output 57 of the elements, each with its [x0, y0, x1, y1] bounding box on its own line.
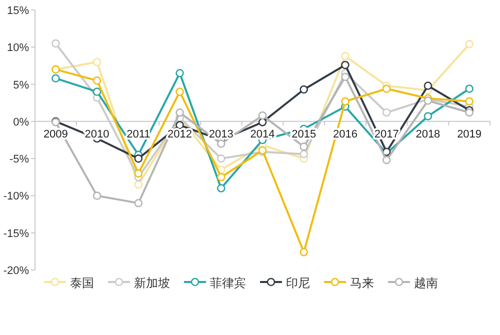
point	[92, 76, 102, 85]
point	[341, 52, 350, 60]
x-tick-label: 2018	[416, 128, 440, 140]
x-tick-label: 2012	[168, 128, 192, 140]
legend-label: 越南	[414, 276, 438, 290]
point	[92, 58, 102, 66]
y-tick-label: 5%	[13, 79, 30, 92]
y-tick-label: -10%	[3, 190, 30, 203]
point	[176, 108, 184, 117]
point	[465, 40, 474, 48]
point	[92, 88, 102, 96]
point	[134, 169, 143, 178]
point	[134, 198, 143, 208]
point	[341, 60, 350, 70]
point	[300, 248, 308, 256]
y-tick-label: -5%	[9, 154, 30, 166]
point	[134, 154, 143, 163]
point	[424, 82, 432, 90]
point	[382, 84, 391, 93]
point	[465, 97, 474, 106]
point	[176, 88, 184, 96]
legend-label: 马来	[350, 276, 374, 290]
y-tick-label: 0%	[13, 116, 30, 128]
point	[465, 84, 474, 93]
point	[52, 39, 60, 48]
point	[176, 68, 184, 78]
point	[176, 120, 184, 130]
point	[382, 156, 391, 164]
point	[465, 108, 474, 117]
y-tick-label: 15%	[6, 5, 30, 17]
legend-label: 菲律宾	[210, 276, 246, 290]
point	[258, 118, 267, 126]
y-tick-label: 10%	[6, 42, 30, 54]
x-tick-label: 2015	[292, 128, 316, 140]
point	[216, 172, 226, 182]
point	[300, 85, 308, 94]
point	[134, 180, 143, 189]
point	[300, 142, 308, 151]
point	[341, 97, 350, 106]
x-tick-label: 2009	[43, 128, 68, 140]
point	[52, 74, 60, 82]
y-tick-label: -15%	[3, 228, 30, 240]
legend-label: 印尼	[286, 276, 310, 290]
point	[341, 72, 350, 82]
x-tick-label: 2014	[250, 128, 275, 140]
point	[216, 184, 226, 192]
point	[216, 154, 226, 163]
point	[92, 192, 102, 200]
point	[216, 140, 226, 148]
point	[424, 112, 432, 120]
legend-label: 泰国	[70, 276, 94, 290]
point	[258, 111, 267, 120]
y-tick-label: -20%	[3, 265, 30, 277]
point	[382, 108, 391, 117]
point	[300, 150, 308, 158]
legend-label: 新加坡	[134, 276, 170, 290]
x-tick-label: 2019	[457, 128, 482, 140]
